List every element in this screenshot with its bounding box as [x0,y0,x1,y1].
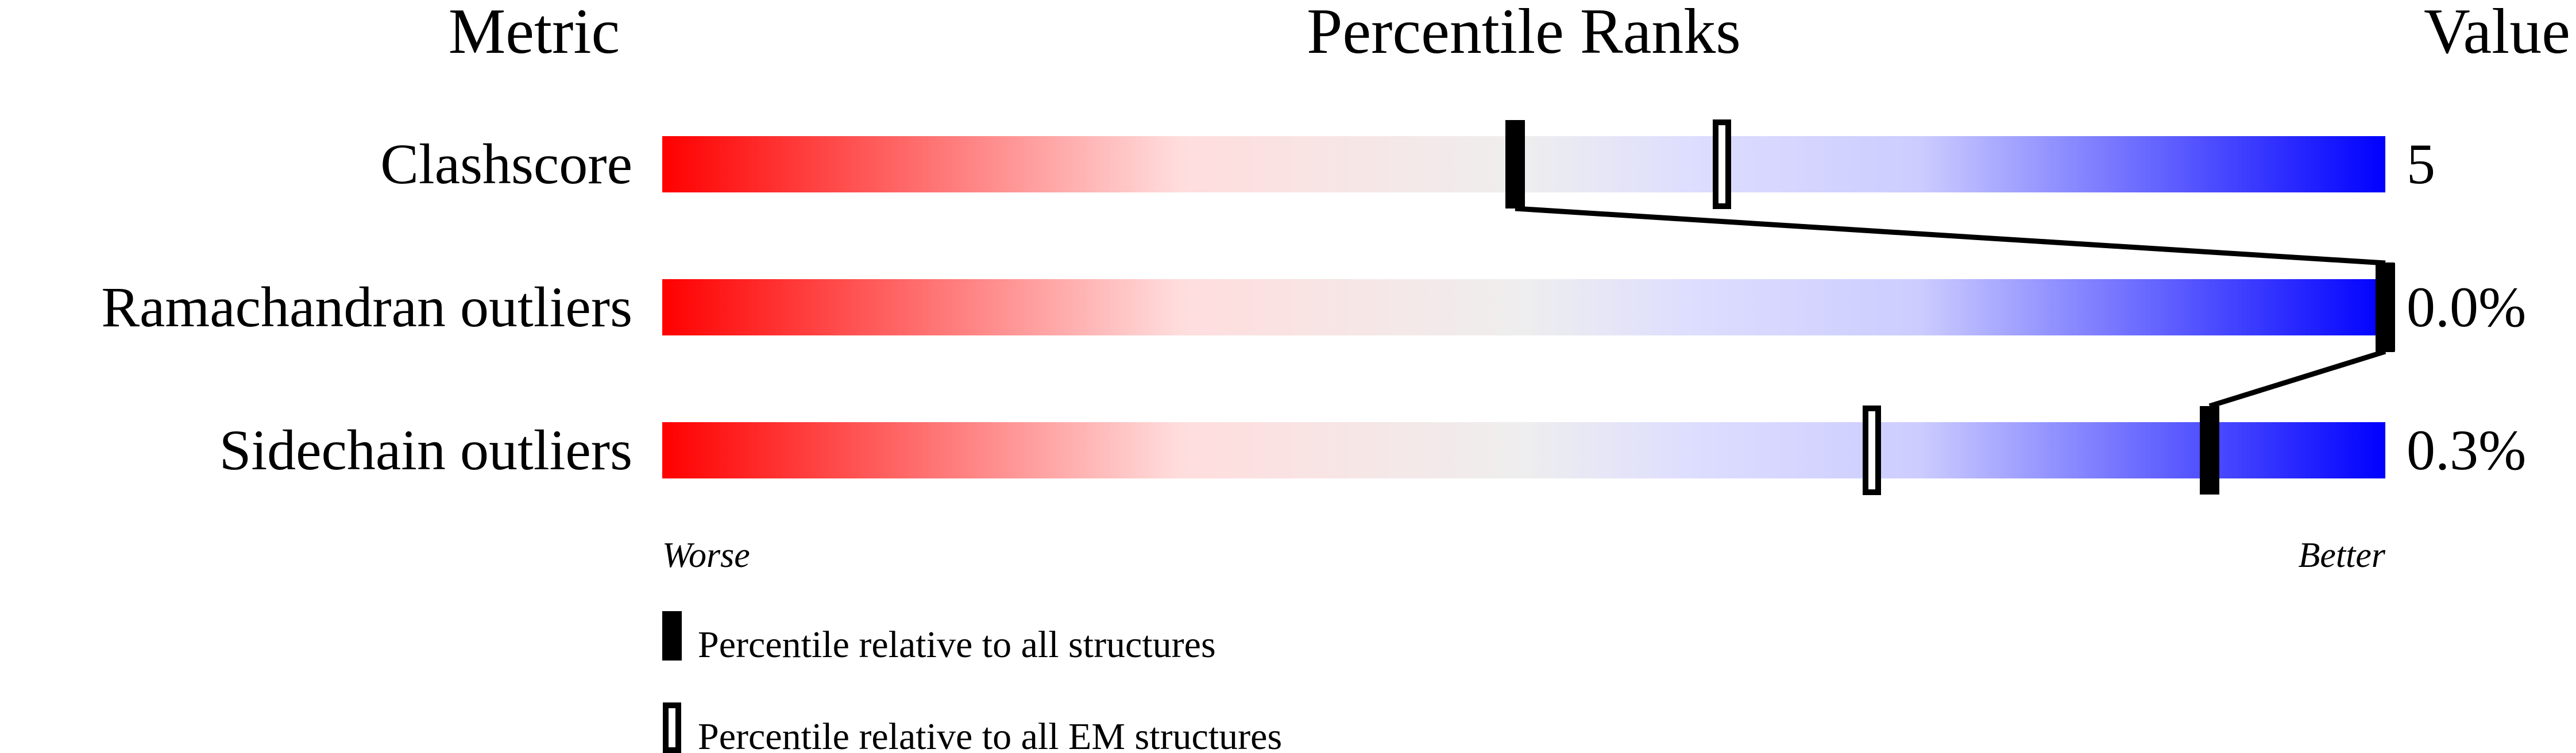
header-value: Value [2424,0,2570,67]
connector-line [2208,349,2386,409]
header-metric: Metric [449,0,620,67]
all-percentile-marker [2200,406,2219,495]
header-percentile-ranks: Percentile Ranks [1307,0,1741,67]
axis-label-worse: Worse [662,536,750,575]
all-percentile-marker [2376,263,2395,352]
axis-label-better: Better [2299,536,2386,575]
connector-line [1515,206,2386,266]
legend-label-em: Percentile relative to all EM structures [698,716,1282,753]
metric-label: Ramachandran outliers [101,275,632,339]
metric-value: 0.0% [2407,275,2526,339]
legend-label-all: Percentile relative to all structures [698,624,1216,666]
metric-value: 5 [2407,132,2435,196]
metric-label: Sidechain outliers [219,418,632,482]
em-percentile-marker [1863,406,1881,495]
legend-open-marker [663,702,681,753]
percentile-bar [662,422,2385,478]
em-percentile-marker [1713,119,1731,209]
legend-filled-marker [662,611,682,661]
percentile-bar [662,279,2385,335]
metric-value: 0.3% [2407,418,2526,482]
metric-label: Clashscore [380,132,632,196]
all-percentile-marker [1505,120,1525,208]
